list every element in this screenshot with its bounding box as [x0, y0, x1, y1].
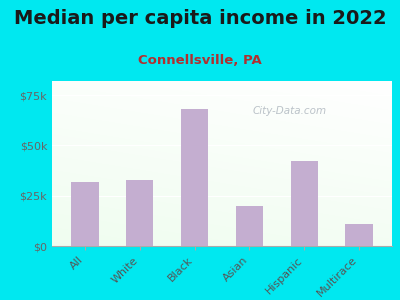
Bar — [290, 161, 318, 246]
Bar — [345, 224, 373, 246]
Bar — [126, 180, 154, 246]
Bar — [236, 206, 263, 246]
Bar — [181, 109, 208, 246]
Text: Connellsville, PA: Connellsville, PA — [138, 54, 262, 67]
Bar — [71, 182, 99, 246]
Text: Median per capita income in 2022: Median per capita income in 2022 — [14, 9, 386, 28]
Text: City-Data.com: City-Data.com — [253, 106, 327, 116]
